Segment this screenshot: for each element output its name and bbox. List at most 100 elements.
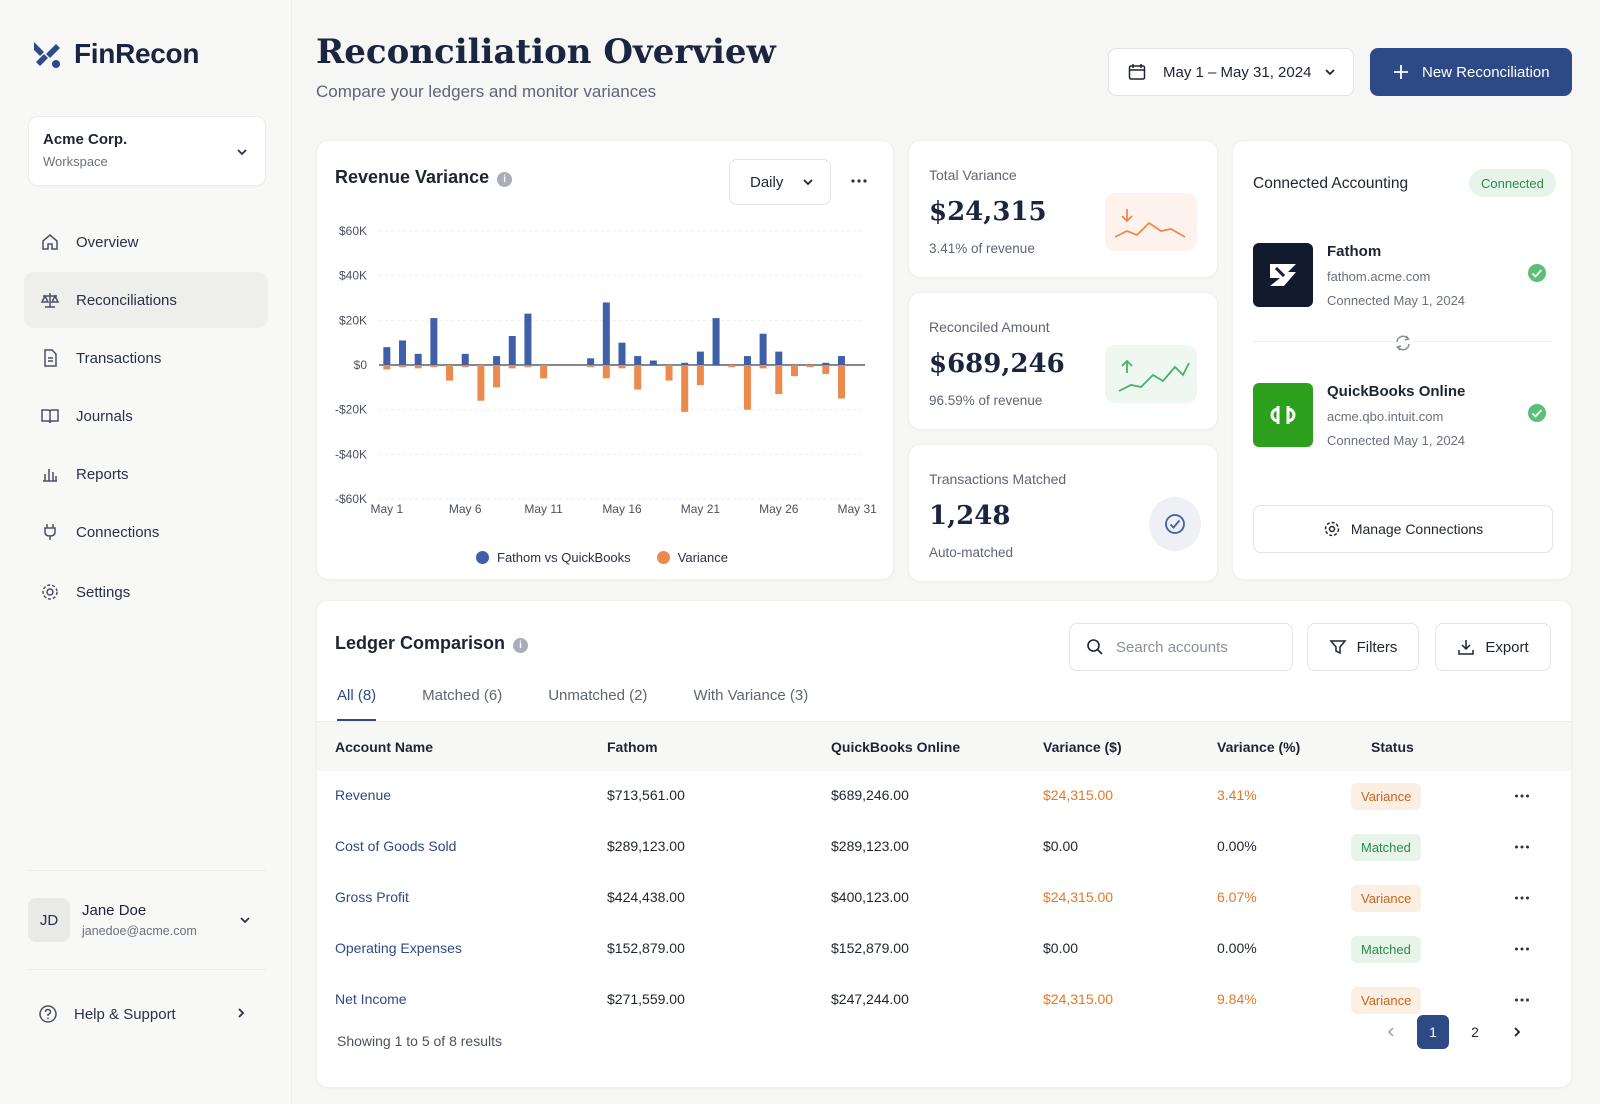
- bar-fathom-vs-quickbooks[interactable]: [602, 302, 610, 365]
- bar-variance[interactable]: [508, 365, 516, 369]
- bar-variance[interactable]: [665, 365, 673, 381]
- table-row[interactable]: Gross Profit $424,438.00 $400,123.00 $24,31…: [317, 873, 1571, 924]
- table-row[interactable]: Cost of Goods Sold $289,123.00 $289,123.00…: [317, 822, 1571, 873]
- filters-button[interactable]: Filters: [1307, 623, 1419, 671]
- bar-fathom-vs-quickbooks[interactable]: [493, 356, 501, 365]
- table-row[interactable]: Net Income $271,559.00 $247,244.00 $24,315.…: [317, 975, 1571, 1026]
- nav-item-settings[interactable]: Settings: [24, 564, 268, 620]
- export-button[interactable]: Export: [1435, 623, 1551, 671]
- tab-matched[interactable]: Matched (6): [422, 686, 503, 704]
- bar-variance[interactable]: [540, 365, 548, 379]
- table-row[interactable]: Operating Expenses $152,879.00 $152,879.00…: [317, 924, 1571, 975]
- bar-variance[interactable]: [602, 365, 610, 379]
- column-header[interactable]: Status: [1371, 739, 1414, 755]
- bar-fathom-vs-quickbooks[interactable]: [696, 351, 704, 365]
- bar-fathom-vs-quickbooks[interactable]: [837, 356, 845, 365]
- account-name-link[interactable]: Net Income: [335, 991, 407, 1007]
- search-input[interactable]: [1116, 638, 1276, 656]
- bar-variance[interactable]: [461, 365, 469, 368]
- bar-variance[interactable]: [728, 365, 736, 368]
- bar-fathom-vs-quickbooks[interactable]: [712, 318, 720, 365]
- tab-with-variance[interactable]: With Variance (3): [693, 686, 809, 704]
- bar-fathom-vs-quickbooks[interactable]: [681, 362, 689, 365]
- column-header[interactable]: Fathom: [607, 739, 658, 755]
- row-more-icon[interactable]: [1513, 940, 1531, 958]
- more-options-icon[interactable]: [849, 171, 869, 191]
- nav-item-journals[interactable]: Journals: [24, 388, 268, 444]
- row-more-icon[interactable]: [1513, 889, 1531, 907]
- tab-unmatched[interactable]: Unmatched (2): [548, 686, 648, 704]
- bar-fathom-vs-quickbooks[interactable]: [618, 342, 626, 365]
- bar-fathom-vs-quickbooks[interactable]: [508, 335, 516, 365]
- bar-fathom-vs-quickbooks[interactable]: [649, 360, 657, 365]
- page-2-button[interactable]: 2: [1471, 1024, 1479, 1040]
- period-select[interactable]: Daily: [729, 159, 831, 205]
- date-range-picker[interactable]: May 1 – May 31, 2024: [1108, 48, 1354, 96]
- connection-fathom[interactable]: Fathom fathom.acme.com Connected May 1, …: [1253, 243, 1553, 309]
- bar-variance[interactable]: [587, 365, 595, 368]
- column-header[interactable]: QuickBooks Online: [831, 739, 961, 755]
- bar-variance[interactable]: [446, 365, 454, 381]
- nav-item-reconciliations[interactable]: Reconciliations: [24, 272, 268, 328]
- bar-fathom-vs-quickbooks[interactable]: [587, 358, 595, 365]
- page-1-button[interactable]: 1: [1417, 1015, 1449, 1049]
- row-more-icon[interactable]: [1513, 991, 1531, 1009]
- bar-fathom-vs-quickbooks[interactable]: [822, 362, 830, 365]
- prev-page-icon[interactable]: [1375, 1015, 1407, 1049]
- bar-variance[interactable]: [790, 365, 798, 377]
- bar-fathom-vs-quickbooks[interactable]: [524, 313, 532, 365]
- bar-variance[interactable]: [743, 365, 751, 410]
- help-support-link[interactable]: Help & Support: [38, 996, 258, 1032]
- nav-item-connections[interactable]: Connections: [24, 504, 268, 560]
- bar-variance[interactable]: [414, 365, 422, 369]
- row-more-icon[interactable]: [1513, 787, 1531, 805]
- bar-variance[interactable]: [681, 365, 689, 412]
- account-name-link[interactable]: Revenue: [335, 787, 392, 803]
- column-header[interactable]: Account Name: [335, 739, 434, 755]
- bar-variance[interactable]: [430, 365, 438, 368]
- bar-variance[interactable]: [759, 365, 767, 369]
- nav-item-overview[interactable]: Overview: [24, 214, 268, 270]
- bar-fathom-vs-quickbooks[interactable]: [430, 318, 438, 365]
- bar-variance[interactable]: [524, 365, 532, 368]
- connection-quickbooks[interactable]: QuickBooks Online acme.qbo.intuit.com Co…: [1253, 383, 1553, 449]
- table-row[interactable]: Revenue $713,561.00 $689,246.00 $24,315.00 3…: [317, 771, 1571, 822]
- bar-variance[interactable]: [634, 365, 642, 390]
- tab-all[interactable]: All (8): [321, 669, 392, 721]
- bar-variance[interactable]: [477, 365, 485, 401]
- bar-fathom-vs-quickbooks[interactable]: [383, 347, 391, 365]
- bar-fathom-vs-quickbooks[interactable]: [743, 356, 751, 365]
- bar-variance[interactable]: [696, 365, 704, 386]
- bar-fathom-vs-quickbooks[interactable]: [775, 351, 783, 365]
- bar-fathom-vs-quickbooks[interactable]: [399, 340, 407, 365]
- row-more-icon[interactable]: [1513, 838, 1531, 856]
- bar-variance[interactable]: [806, 365, 814, 368]
- next-page-icon[interactable]: [1501, 1015, 1533, 1049]
- bar-fathom-vs-quickbooks[interactable]: [759, 333, 767, 365]
- bar-variance[interactable]: [822, 365, 830, 374]
- sync-icon[interactable]: [1393, 334, 1413, 352]
- app-logo[interactable]: FinRecon: [32, 38, 199, 70]
- bar-variance[interactable]: [618, 365, 626, 369]
- info-icon[interactable]: i: [513, 637, 529, 653]
- nav-item-transactions[interactable]: Transactions: [24, 330, 268, 386]
- column-header[interactable]: Variance (%): [1217, 739, 1301, 755]
- new-reconciliation-button[interactable]: New Reconciliation: [1370, 48, 1572, 96]
- info-icon[interactable]: i: [497, 171, 513, 187]
- bar-fathom-vs-quickbooks[interactable]: [634, 356, 642, 365]
- bar-variance[interactable]: [837, 365, 845, 399]
- bar-variance[interactable]: [399, 365, 407, 368]
- account-name-link[interactable]: Operating Expenses: [335, 940, 462, 956]
- workspace-switcher[interactable]: Acme Corp. Workspace: [28, 116, 266, 186]
- user-menu[interactable]: JD Jane Doe janedoe@acme.com: [28, 870, 266, 970]
- bar-variance[interactable]: [775, 365, 783, 395]
- bar-fathom-vs-quickbooks[interactable]: [414, 353, 422, 365]
- account-name-link[interactable]: Gross Profit: [335, 889, 409, 905]
- column-header[interactable]: Variance ($): [1043, 739, 1122, 755]
- bar-variance[interactable]: [493, 365, 501, 388]
- bar-variance[interactable]: [383, 365, 391, 370]
- nav-item-reports[interactable]: Reports: [24, 446, 268, 502]
- manage-connections-button[interactable]: Manage Connections: [1253, 505, 1553, 553]
- bar-fathom-vs-quickbooks[interactable]: [461, 353, 469, 365]
- search-accounts[interactable]: [1069, 623, 1293, 671]
